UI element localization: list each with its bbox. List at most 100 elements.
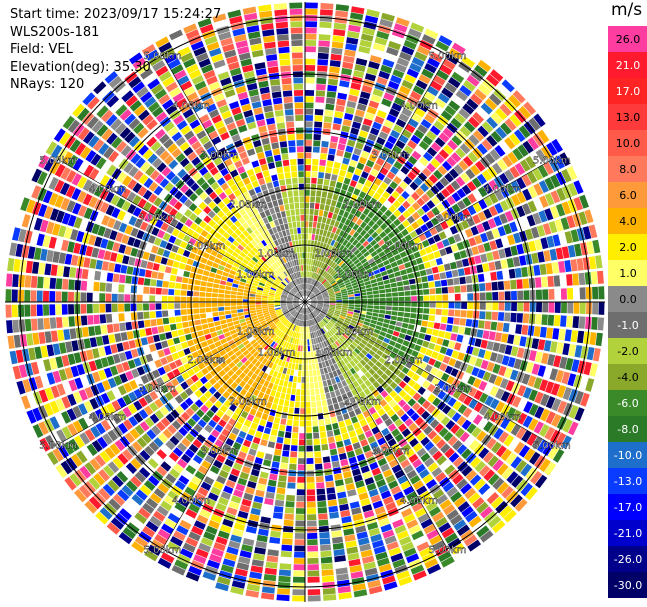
range-gate xyxy=(456,211,466,222)
range-gate xyxy=(360,367,368,374)
range-gate xyxy=(215,325,222,331)
range-gate xyxy=(308,306,313,312)
range-gate xyxy=(358,156,367,165)
range-gate xyxy=(370,494,381,503)
range-gate xyxy=(420,224,429,233)
range-gate xyxy=(235,236,243,244)
range-gate xyxy=(392,302,399,306)
range-gate xyxy=(382,529,395,539)
range-gate xyxy=(328,277,334,283)
range-gate xyxy=(243,405,252,413)
range-gate xyxy=(520,463,533,477)
range-gate xyxy=(317,275,322,281)
range-gate xyxy=(189,393,199,402)
range-gate xyxy=(363,232,371,240)
range-gate xyxy=(283,444,290,451)
range-gate xyxy=(371,346,378,353)
range-gate xyxy=(127,203,137,214)
range-gate xyxy=(521,430,532,443)
range-gate xyxy=(69,328,77,340)
range-gate xyxy=(18,228,27,243)
range-gate xyxy=(364,333,372,339)
range-gate xyxy=(213,481,224,490)
range-gate xyxy=(366,330,374,336)
range-gate xyxy=(290,343,294,350)
range-gate xyxy=(222,391,231,399)
range-gate xyxy=(336,339,343,345)
range-gate xyxy=(256,383,263,391)
range-gate xyxy=(454,113,467,124)
range-gate xyxy=(326,430,334,438)
range-gate xyxy=(422,473,434,484)
range-gate xyxy=(138,507,151,519)
range-gate xyxy=(373,192,381,201)
range-gate xyxy=(444,365,453,375)
range-gate xyxy=(331,174,338,181)
range-gate xyxy=(367,579,381,589)
range-gate xyxy=(12,274,19,287)
range-gate xyxy=(379,231,387,239)
range-gate xyxy=(174,289,181,296)
range-gate xyxy=(290,369,295,376)
range-gate xyxy=(357,264,364,271)
range-gate xyxy=(407,215,416,224)
range-gate xyxy=(317,248,322,255)
range-gate xyxy=(367,302,374,305)
range-gate xyxy=(373,309,380,313)
range-gate xyxy=(514,267,522,278)
range-gate xyxy=(295,325,299,332)
range-gate xyxy=(342,239,349,246)
range-gate xyxy=(329,305,336,309)
range-gate xyxy=(227,277,234,283)
range-gate xyxy=(277,313,284,318)
range-gate xyxy=(65,185,76,198)
range-gate xyxy=(221,256,229,263)
range-gate xyxy=(215,502,227,512)
range-gate xyxy=(125,275,132,284)
range-gate xyxy=(267,415,275,423)
range-gate xyxy=(155,303,162,310)
range-gate xyxy=(462,239,471,249)
range-gate xyxy=(442,238,450,247)
range-gate xyxy=(356,103,367,112)
range-gate xyxy=(348,456,357,465)
range-gate xyxy=(163,324,171,332)
range-gate xyxy=(338,452,347,461)
range-gate xyxy=(291,324,295,331)
range-gate xyxy=(422,355,431,363)
range-gate xyxy=(218,248,226,256)
range-gate xyxy=(324,418,331,425)
range-gate xyxy=(489,240,498,251)
range-gate xyxy=(522,188,532,201)
range-gate xyxy=(139,355,148,365)
range-gate xyxy=(109,252,118,262)
range-gate xyxy=(117,489,130,502)
range-gate xyxy=(309,215,314,222)
range-gate xyxy=(205,297,212,302)
range-gate xyxy=(342,297,349,300)
range-gate xyxy=(415,161,425,171)
range-gate xyxy=(307,258,310,265)
range-gate xyxy=(455,147,466,159)
range-gate xyxy=(398,371,406,380)
range-gate xyxy=(420,119,432,129)
range-gate xyxy=(321,279,327,285)
range-gate xyxy=(340,288,347,292)
range-gate xyxy=(338,592,352,600)
range-gate xyxy=(286,313,292,319)
range-gate xyxy=(30,231,39,245)
range-gate xyxy=(58,225,67,238)
range-gate xyxy=(310,332,313,339)
range-gate xyxy=(397,350,405,358)
range-gate xyxy=(284,361,289,368)
range-gate xyxy=(302,308,304,314)
range-gate xyxy=(334,324,340,329)
range-gate xyxy=(411,302,417,307)
range-gate xyxy=(86,292,93,302)
range-gate xyxy=(264,567,277,575)
range-gate xyxy=(205,307,212,313)
range-gate xyxy=(356,377,364,385)
range-gate xyxy=(127,179,137,190)
range-gate xyxy=(238,285,245,289)
range-gate xyxy=(506,471,519,484)
